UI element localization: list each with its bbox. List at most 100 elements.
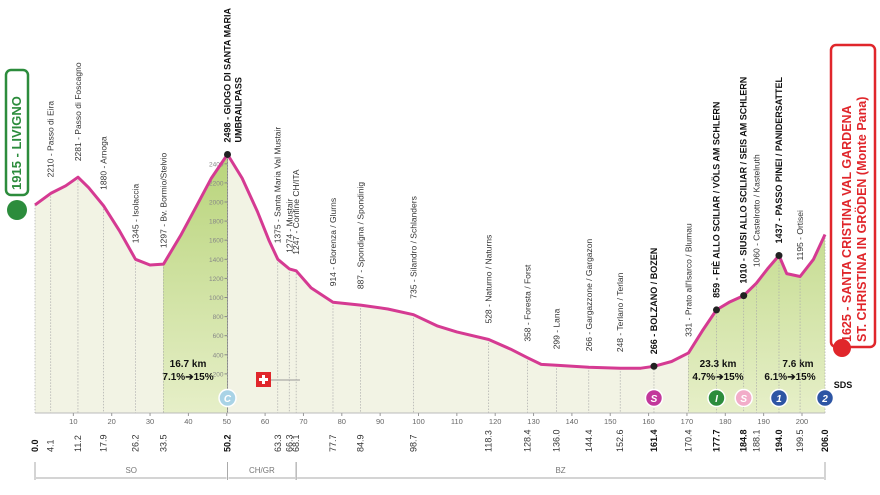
alt-tick-label: 200 bbox=[213, 371, 224, 378]
finish-box bbox=[829, 43, 877, 349]
region-label: BZ bbox=[555, 466, 565, 475]
km-label: 63.3 bbox=[273, 434, 283, 452]
start-box bbox=[4, 68, 30, 197]
km-label: 17.9 bbox=[99, 434, 109, 452]
dist-tick-label: 10 bbox=[69, 417, 77, 426]
waypoint-label: UMBRAILPASS bbox=[234, 77, 244, 142]
km-label: 136.0 bbox=[552, 429, 562, 452]
waypoint-label: 1297 - Bv. Bormio/Stelvio bbox=[158, 153, 168, 249]
km-label: 184.8 bbox=[739, 429, 749, 452]
finish-icon bbox=[833, 339, 851, 357]
alt-tick-label: 1200 bbox=[209, 276, 224, 283]
dist-tick-label: 190 bbox=[757, 417, 770, 426]
dist-tick-label: 100 bbox=[412, 417, 425, 426]
km-label: 26.2 bbox=[130, 434, 140, 452]
dist-tick-label: 80 bbox=[338, 417, 346, 426]
alt-tick-label: 2200 bbox=[209, 180, 224, 187]
km-label: 33.5 bbox=[158, 434, 168, 452]
region-label: CH/GR bbox=[249, 466, 275, 475]
category-letter: 1 bbox=[776, 394, 782, 405]
waypoint-label: 266 - Gargazzone / Gargazon bbox=[584, 238, 594, 351]
km-label: 84.9 bbox=[356, 434, 366, 452]
category-letter: S bbox=[740, 394, 747, 405]
category-letter: C bbox=[224, 394, 232, 405]
km-label: 66.3 bbox=[284, 434, 294, 452]
climb-length: 16.7 km bbox=[170, 359, 207, 370]
waypoint-label: 299 - Lana bbox=[552, 308, 562, 349]
dist-tick-label: 90 bbox=[376, 417, 384, 426]
waypoint-label: 2281 - Passo di Foscagno bbox=[73, 62, 83, 161]
summit-dot bbox=[650, 362, 658, 370]
alt-tick-label: 1800 bbox=[209, 219, 224, 226]
km-label: 50.2 bbox=[223, 434, 233, 452]
dist-tick-label: 180 bbox=[719, 417, 732, 426]
dist-tick-label: 40 bbox=[184, 417, 192, 426]
dist-tick-label: 110 bbox=[451, 417, 463, 426]
alt-tick-label: 2000 bbox=[209, 200, 224, 207]
dist-tick-label: 120 bbox=[489, 417, 502, 426]
region-label: SO bbox=[125, 466, 137, 475]
km-label: 199.5 bbox=[795, 429, 805, 452]
waypoint-label: 859 - FIÈ ALLO SCILIAR / VÖLS AM SCHLERN bbox=[711, 102, 721, 298]
km-label: 177.7 bbox=[711, 429, 721, 452]
waypoint-label: 1010 - SIUSI ALLO SCILIAR / SEIS AM SCHL… bbox=[739, 77, 749, 284]
km-label: 152.6 bbox=[615, 429, 625, 452]
waypoint-label: 358 - Foresta / Forst bbox=[522, 264, 532, 342]
dist-tick-label: 150 bbox=[604, 417, 617, 426]
alt-tick-label: 1400 bbox=[209, 257, 224, 264]
summit-dot bbox=[740, 292, 748, 300]
waypoint-label: 1375 - Santa Maria Val Mustair bbox=[273, 127, 283, 244]
km-label: 4.1 bbox=[46, 439, 56, 452]
dist-tick-label: 20 bbox=[108, 417, 116, 426]
finish-label: 1625 - SANTA CRISTINA VAL GARDENA bbox=[840, 105, 854, 342]
km-label: 118.3 bbox=[484, 430, 494, 452]
summit-dot bbox=[712, 306, 720, 314]
km-label: 98.7 bbox=[409, 434, 419, 452]
climb-gradient: 6.1%➔15% bbox=[764, 372, 815, 383]
waypoint-label: 1880 - Arnoga bbox=[99, 136, 109, 190]
waypoint-label: 887 - Spondigna / Spondinig bbox=[356, 182, 366, 290]
start-icon bbox=[7, 200, 27, 220]
dist-tick-label: 130 bbox=[527, 417, 540, 426]
waypoint-label: 528 - Naturno / Naturns bbox=[484, 235, 494, 324]
alt-tick-label: 400 bbox=[213, 352, 224, 359]
km-label: 0.0 bbox=[30, 439, 40, 452]
waypoint-label: 1274 - Mustair bbox=[284, 198, 294, 252]
category-letter: I bbox=[715, 394, 718, 405]
dist-tick-label: 60 bbox=[261, 417, 269, 426]
category-icon bbox=[644, 388, 664, 408]
alt-tick-label: 800 bbox=[213, 314, 224, 321]
category-icon bbox=[734, 388, 753, 408]
km-label: 77.7 bbox=[328, 434, 338, 452]
profile-line bbox=[34, 152, 827, 370]
waypoint-label: 2210 - Passo di Eira bbox=[46, 101, 56, 178]
km-label: 68.1 bbox=[291, 434, 301, 452]
climb-length: 7.6 km bbox=[782, 359, 813, 370]
waypoint-label: 266 - BOLZANO / BOZEN bbox=[649, 248, 659, 355]
waypoint-label: 1247 - Confine CH/ITA bbox=[291, 169, 301, 255]
waypoint-label: 2498 - GIOGO DI SANTA MARIA bbox=[223, 7, 233, 142]
waypoint-label: 1437 - PASSO PINEI / PANIDERSATTEL bbox=[774, 76, 784, 243]
category-icon bbox=[218, 388, 237, 408]
category-letter: S bbox=[651, 394, 658, 405]
alt-tick-label: 600 bbox=[213, 333, 224, 340]
dist-tick-label: 160 bbox=[642, 417, 655, 426]
km-label: 194.0 bbox=[774, 429, 784, 452]
km-label: 11.2 bbox=[73, 435, 83, 452]
profile-area bbox=[35, 154, 825, 413]
climb-gradient: 7.1%➔15% bbox=[162, 372, 213, 383]
km-label: 144.4 bbox=[584, 429, 594, 452]
dist-tick-label: 140 bbox=[566, 417, 579, 426]
dist-tick-label: 200 bbox=[796, 417, 809, 426]
category-icon bbox=[769, 388, 789, 408]
km-label: 170.4 bbox=[683, 429, 693, 452]
finish-label: ST. CHRISTINA IN GRÖDEN (Monte Pana) bbox=[854, 97, 869, 342]
climb-gradient: 4.7%➔15% bbox=[692, 372, 743, 383]
waypoint-label: 735 - Silandro / Schlanders bbox=[409, 196, 419, 299]
start-label: 1915 - LIVIGNO bbox=[9, 96, 24, 190]
summit-dot bbox=[224, 150, 232, 158]
waypoint-label: 331 - Prato all'Isarco / Blumau bbox=[683, 223, 693, 337]
alt-tick-label: 1000 bbox=[209, 295, 224, 302]
alt-tick-label: 2400 bbox=[209, 161, 224, 168]
